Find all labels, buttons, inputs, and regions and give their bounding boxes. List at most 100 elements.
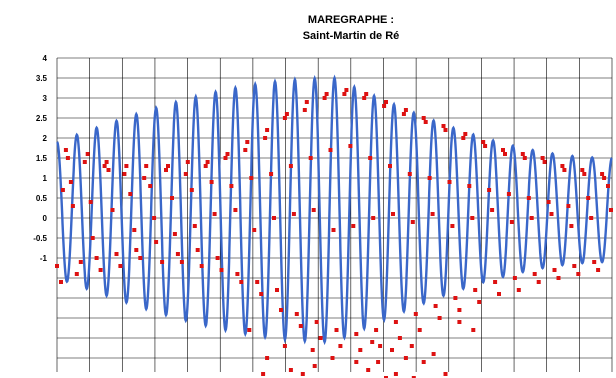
y-tick-label: 1.5: [36, 154, 48, 163]
observed-point: [154, 240, 159, 244]
observed-point: [122, 172, 127, 176]
observed-point: [235, 272, 240, 276]
observed-point: [279, 308, 283, 312]
observed-point: [470, 216, 475, 220]
y-tick-label: 2.5: [36, 114, 48, 123]
observed-point: [229, 184, 234, 188]
observed-point: [331, 228, 336, 232]
observed-point: [397, 336, 402, 340]
observed-point: [566, 204, 571, 208]
observed-point: [602, 176, 607, 180]
observed-point: [272, 216, 276, 220]
observed-point: [288, 164, 293, 168]
observed-point: [144, 164, 149, 168]
observed-point: [390, 348, 394, 352]
observed-point: [195, 248, 200, 252]
y-tick-label: 3.5: [36, 74, 48, 83]
observed-point: [606, 184, 610, 188]
observed-point: [148, 184, 153, 188]
observed-point: [417, 328, 422, 332]
observed-point: [252, 228, 257, 232]
observed-series: [55, 88, 613, 378]
observed-point: [457, 308, 462, 312]
observed-point: [212, 212, 217, 216]
observed-point: [364, 92, 369, 96]
observed-point: [532, 272, 537, 276]
observed-point: [265, 356, 270, 360]
y-tick-label: 4: [43, 54, 48, 63]
observed-point: [63, 148, 68, 152]
observed-point: [393, 320, 398, 324]
observed-point: [172, 232, 177, 236]
observed-point: [304, 100, 309, 104]
observed-point: [589, 216, 594, 220]
observed-point: [384, 100, 388, 104]
observed-point: [403, 356, 408, 360]
observed-point: [294, 312, 299, 316]
y-tick-label: 0.5: [36, 194, 48, 203]
y-axis-ticks: 4 3.5 3 2.5 2 1.5 1 0.5 0 -0.5 -1: [33, 54, 47, 263]
observed-point: [540, 156, 545, 160]
observed-point: [382, 104, 387, 108]
observed-point: [413, 312, 418, 316]
observed-point: [104, 160, 109, 164]
observed-point: [526, 196, 531, 200]
y-tick-label: 0: [43, 214, 48, 223]
observed-point: [600, 172, 605, 176]
observed-point: [263, 136, 268, 140]
observed-point: [179, 260, 184, 264]
observed-point: [437, 316, 442, 320]
observed-point: [497, 292, 501, 296]
observed-point: [102, 164, 107, 168]
observed-point: [407, 172, 412, 176]
observed-point: [302, 108, 307, 112]
observed-point: [74, 272, 79, 276]
observed-point: [431, 352, 436, 356]
observed-point: [223, 156, 228, 160]
observed-point: [576, 272, 581, 276]
observed-point: [366, 368, 371, 372]
observed-point: [203, 164, 208, 168]
observed-point: [160, 260, 165, 264]
observed-point: [318, 336, 323, 340]
observed-point: [461, 136, 466, 140]
observed-point: [98, 268, 103, 272]
observed-point: [88, 200, 93, 204]
observed-point: [421, 360, 426, 364]
observed-point: [134, 248, 139, 252]
observed-point: [423, 120, 428, 124]
observed-point: [324, 92, 329, 96]
observed-point: [411, 376, 416, 378]
observed-point: [288, 368, 293, 372]
observed-point: [447, 180, 452, 184]
observed-point: [546, 200, 551, 204]
observed-point: [275, 288, 279, 292]
observed-point: [282, 116, 287, 120]
observed-point: [433, 304, 438, 308]
observed-point: [362, 96, 367, 100]
y-tick-label: 2: [43, 134, 48, 143]
observed-point: [243, 148, 248, 152]
observed-point: [152, 216, 157, 220]
observed-point: [255, 280, 260, 284]
observed-point: [477, 300, 482, 304]
observed-point: [393, 372, 398, 376]
observed-point: [481, 140, 486, 144]
observed-point: [312, 364, 317, 368]
observed-point: [344, 88, 349, 92]
observed-point: [562, 168, 567, 172]
observed-point: [247, 328, 252, 332]
observed-point: [265, 128, 270, 132]
observed-point: [132, 228, 137, 232]
observed-point: [342, 92, 347, 96]
observed-point: [560, 164, 565, 168]
observed-point: [522, 156, 527, 160]
observed-point: [205, 160, 210, 164]
observed-point: [358, 348, 363, 352]
y-tick-label: -1: [40, 254, 48, 263]
observed-point: [501, 148, 505, 152]
observed-point: [249, 176, 254, 180]
y-tick-label: -0.5: [33, 234, 47, 243]
observed-point: [473, 288, 478, 292]
observed-point: [110, 208, 115, 212]
